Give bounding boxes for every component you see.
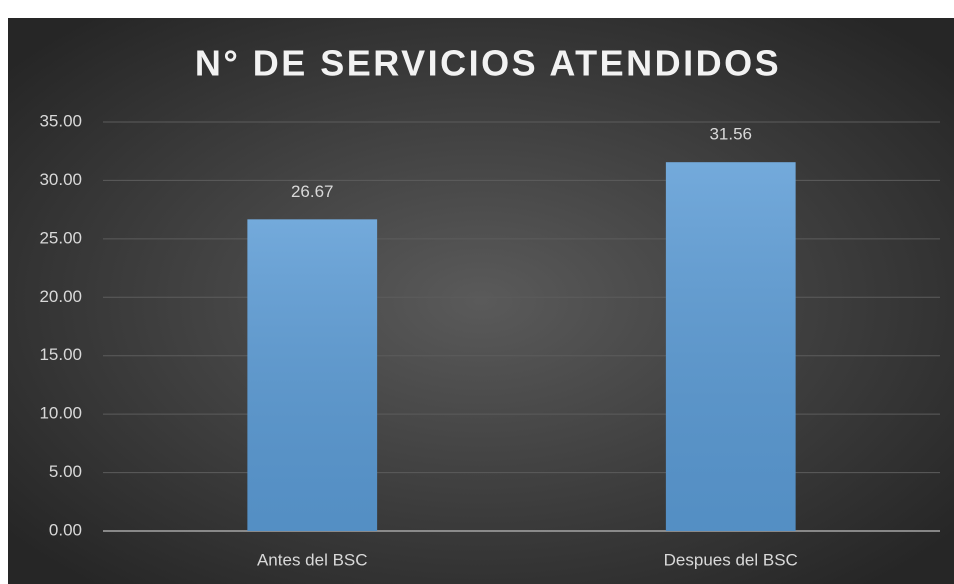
y-tick-label: 15.00 <box>39 345 82 364</box>
chart-title: N° DE SERVICIOS ATENDIDOS <box>195 43 781 84</box>
y-tick-label: 0.00 <box>49 520 82 539</box>
data-label: 31.56 <box>709 125 752 144</box>
chart-background <box>8 18 954 584</box>
bar-shading <box>247 219 378 532</box>
y-tick-label: 10.00 <box>39 404 82 423</box>
y-tick-label: 30.00 <box>39 170 82 189</box>
y-tick-label: 25.00 <box>39 228 82 247</box>
data-label: 26.67 <box>291 182 334 201</box>
bar-shading <box>665 162 796 531</box>
x-tick-label: Antes del BSC <box>257 550 368 569</box>
x-tick-label: Despues del BSC <box>664 550 798 569</box>
y-tick-label: 35.00 <box>39 111 82 130</box>
y-tick-label: 20.00 <box>39 287 82 306</box>
y-tick-label: 5.00 <box>49 462 82 481</box>
